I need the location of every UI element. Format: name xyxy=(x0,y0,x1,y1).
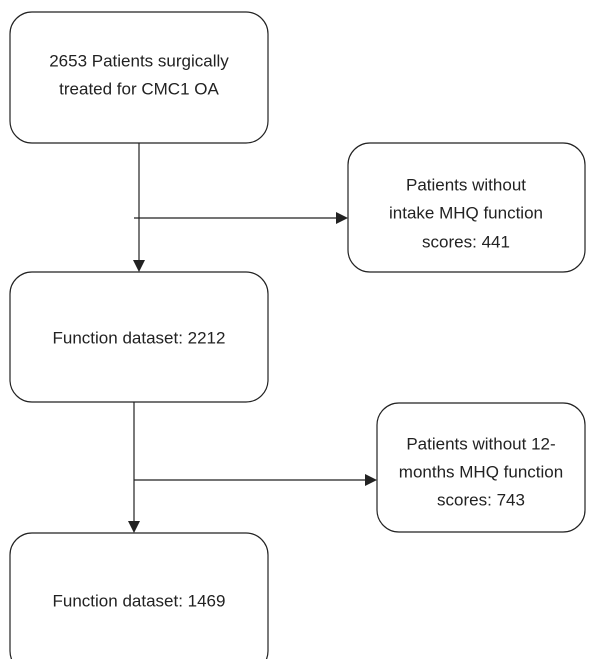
arrowhead xyxy=(365,474,377,486)
box-label: intake MHQ function xyxy=(389,203,543,222)
box-label: treated for CMC1 OA xyxy=(59,79,219,98)
box xyxy=(9,532,269,659)
box-label: scores: 743 xyxy=(437,490,525,509)
arrowhead xyxy=(336,212,348,224)
arrowhead xyxy=(128,521,140,533)
box-label: Patients without 12- xyxy=(406,434,555,453)
box xyxy=(9,271,269,403)
box-label: scores: 441 xyxy=(422,232,510,251)
box-label: Function dataset: 2212 xyxy=(53,328,226,347)
box-label: Patients without xyxy=(406,175,526,194)
arrowhead xyxy=(133,260,145,272)
box-label: Function dataset: 1469 xyxy=(53,591,226,610)
box xyxy=(376,402,586,533)
box-label: months MHQ function xyxy=(399,462,563,481)
box xyxy=(9,11,269,144)
box xyxy=(347,142,586,273)
box-label: 2653 Patients surgically xyxy=(49,51,229,70)
